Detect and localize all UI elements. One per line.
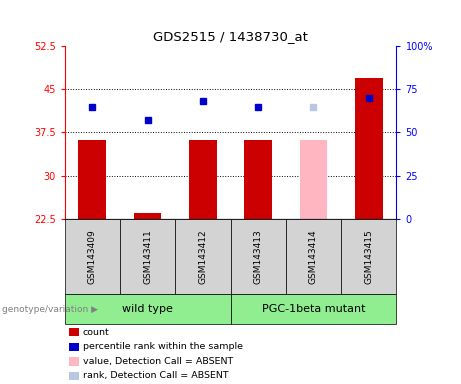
Title: GDS2515 / 1438730_at: GDS2515 / 1438730_at <box>153 30 308 43</box>
Text: GSM143413: GSM143413 <box>254 229 263 284</box>
Text: PGC-1beta mutant: PGC-1beta mutant <box>262 304 365 314</box>
Text: GSM143411: GSM143411 <box>143 229 152 284</box>
Text: wild type: wild type <box>122 304 173 314</box>
Text: GSM143409: GSM143409 <box>88 229 97 284</box>
Bar <box>189 140 217 219</box>
Bar <box>134 213 161 219</box>
Bar <box>244 140 272 219</box>
Text: genotype/variation ▶: genotype/variation ▶ <box>2 305 98 314</box>
Bar <box>300 140 327 219</box>
Text: percentile rank within the sample: percentile rank within the sample <box>83 342 243 351</box>
Text: GSM143415: GSM143415 <box>364 229 373 284</box>
Text: GSM143414: GSM143414 <box>309 229 318 284</box>
Text: GSM143412: GSM143412 <box>198 229 207 284</box>
Text: value, Detection Call = ABSENT: value, Detection Call = ABSENT <box>83 357 233 366</box>
Bar <box>78 140 106 219</box>
Bar <box>355 78 383 219</box>
Text: rank, Detection Call = ABSENT: rank, Detection Call = ABSENT <box>83 371 229 381</box>
Text: count: count <box>83 328 110 337</box>
